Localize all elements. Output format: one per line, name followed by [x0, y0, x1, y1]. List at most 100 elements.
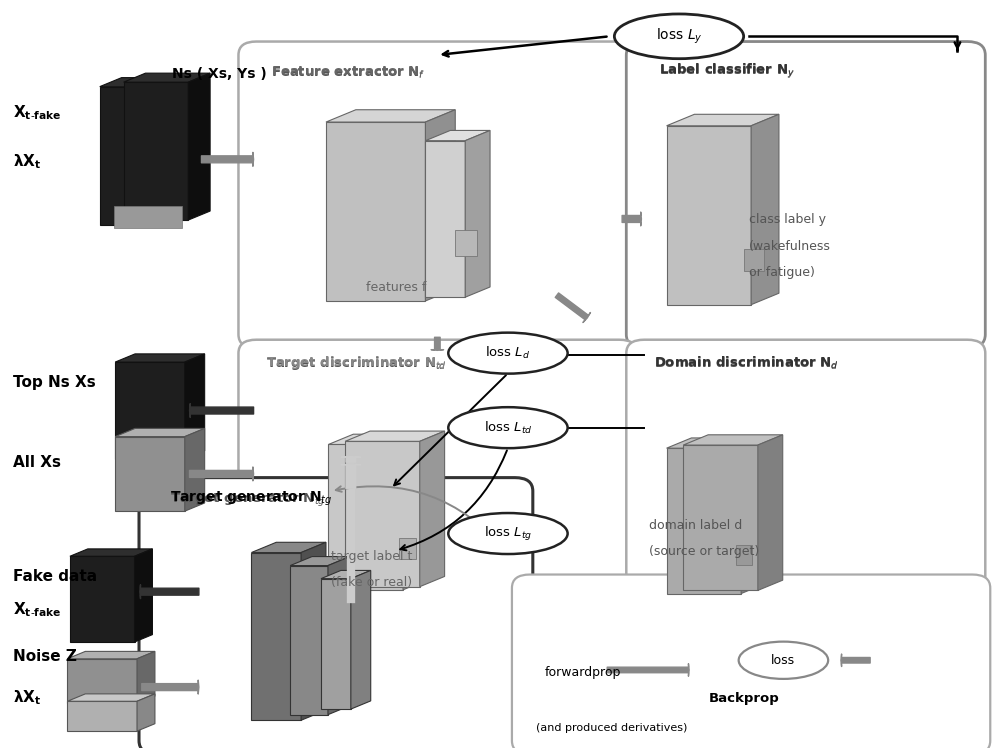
Bar [290, 566, 328, 715]
Text: (wakefulness: (wakefulness [749, 240, 830, 252]
Ellipse shape [448, 407, 568, 448]
Text: loss $L_d$: loss $L_d$ [485, 345, 531, 361]
Polygon shape [667, 438, 766, 448]
Polygon shape [667, 114, 779, 125]
Text: (source or target): (source or target) [649, 545, 759, 558]
Text: domain label d: domain label d [649, 519, 742, 532]
Text: loss $L_{tg}$: loss $L_{tg}$ [484, 524, 532, 542]
Bar [667, 125, 751, 305]
Text: Domain discriminator N$_d$: Domain discriminator N$_d$ [654, 355, 839, 371]
Bar [115, 362, 185, 459]
Polygon shape [465, 131, 490, 297]
Polygon shape [420, 431, 445, 587]
FancyBboxPatch shape [626, 339, 985, 638]
Text: Feature extractor N$_f$: Feature extractor N$_f$ [271, 65, 426, 80]
Polygon shape [345, 431, 445, 442]
Polygon shape [751, 114, 779, 305]
Polygon shape [741, 438, 766, 593]
Text: (fake or real): (fake or real) [331, 577, 412, 590]
Polygon shape [403, 434, 428, 590]
Text: Domain discriminator N$_d$: Domain discriminator N$_d$ [654, 356, 839, 372]
Text: or fatigue): or fatigue) [749, 266, 814, 279]
Ellipse shape [614, 14, 744, 59]
Text: (and produced derivatives): (and produced derivatives) [536, 723, 687, 733]
Text: Label classifier N$_y$: Label classifier N$_y$ [659, 62, 795, 80]
Text: class label y: class label y [749, 213, 826, 226]
Polygon shape [135, 549, 152, 642]
Polygon shape [328, 434, 428, 445]
FancyBboxPatch shape [238, 41, 637, 348]
Text: loss: loss [771, 654, 795, 667]
Polygon shape [185, 354, 205, 459]
Text: Fake data: Fake data [13, 569, 97, 584]
Bar [425, 140, 465, 297]
Text: Noise Z: Noise Z [13, 649, 77, 664]
Text: $\mathbf{\lambda X_t}$: $\mathbf{\lambda X_t}$ [13, 152, 41, 170]
Text: Top Ns Xs: Top Ns Xs [13, 376, 95, 391]
Polygon shape [67, 694, 155, 701]
Polygon shape [683, 435, 783, 445]
Bar [328, 445, 403, 590]
Polygon shape [164, 77, 186, 225]
Ellipse shape [448, 333, 568, 374]
Polygon shape [137, 651, 155, 704]
Polygon shape [425, 110, 455, 301]
FancyBboxPatch shape [238, 339, 637, 638]
Text: $\mathbf{X_{t\text{-}fake}}$: $\mathbf{X_{t\text{-}fake}}$ [13, 601, 61, 620]
Bar [114, 206, 182, 228]
Text: Label classifier N$_y$: Label classifier N$_y$ [659, 63, 795, 81]
Bar [321, 578, 351, 709]
Polygon shape [321, 571, 371, 578]
Bar [100, 86, 164, 225]
Text: $\mathbf{\lambda X_t}$: $\mathbf{\lambda X_t}$ [13, 689, 41, 707]
Polygon shape [124, 73, 210, 82]
Bar [67, 659, 137, 704]
Bar [251, 553, 301, 720]
Text: forwardprop: forwardprop [545, 666, 621, 679]
Text: All Xs: All Xs [13, 455, 61, 470]
Polygon shape [115, 428, 205, 436]
Text: Target discriminator N$_{td}$: Target discriminator N$_{td}$ [266, 354, 447, 372]
Text: loss $L_{td}$: loss $L_{td}$ [484, 420, 532, 436]
Polygon shape [100, 77, 186, 86]
Text: $\mathbf{X_{t\text{-}fake}}$: $\mathbf{X_{t\text{-}fake}}$ [13, 104, 61, 122]
Bar [124, 82, 188, 220]
Bar [399, 538, 416, 559]
Bar [744, 249, 764, 271]
Polygon shape [351, 571, 371, 709]
Text: Target discriminator N$_{td}$: Target discriminator N$_{td}$ [266, 354, 447, 371]
Bar [70, 556, 135, 642]
Polygon shape [185, 428, 205, 511]
Polygon shape [758, 435, 783, 590]
Polygon shape [425, 131, 490, 140]
Polygon shape [301, 542, 326, 720]
FancyBboxPatch shape [139, 478, 533, 751]
Polygon shape [188, 73, 210, 220]
Bar [667, 448, 741, 593]
Polygon shape [115, 354, 205, 362]
Text: Backprop: Backprop [709, 692, 780, 705]
Text: loss $L_y$: loss $L_y$ [656, 27, 702, 46]
Bar [345, 442, 420, 587]
Polygon shape [251, 542, 326, 553]
Polygon shape [326, 110, 455, 122]
Text: Target generator N$_{tg}$: Target generator N$_{tg}$ [170, 491, 325, 508]
Bar [736, 545, 752, 565]
Text: Target generator N$_{tg}$: Target generator N$_{tg}$ [170, 490, 332, 508]
FancyBboxPatch shape [512, 575, 990, 751]
Bar [455, 230, 477, 256]
Bar [67, 701, 137, 731]
Polygon shape [328, 556, 350, 715]
Ellipse shape [739, 641, 828, 679]
Polygon shape [290, 556, 350, 566]
Text: features f: features f [366, 281, 426, 294]
FancyBboxPatch shape [626, 41, 985, 348]
Text: Ns ( Xs, Ys ): Ns ( Xs, Ys ) [172, 67, 267, 81]
Text: target label t: target label t [331, 550, 412, 563]
Ellipse shape [448, 513, 568, 554]
Bar [326, 122, 425, 301]
Polygon shape [67, 651, 155, 659]
Bar [683, 445, 758, 590]
Text: Feature extractor N$_f$: Feature extractor N$_f$ [271, 66, 426, 81]
Polygon shape [70, 549, 152, 556]
